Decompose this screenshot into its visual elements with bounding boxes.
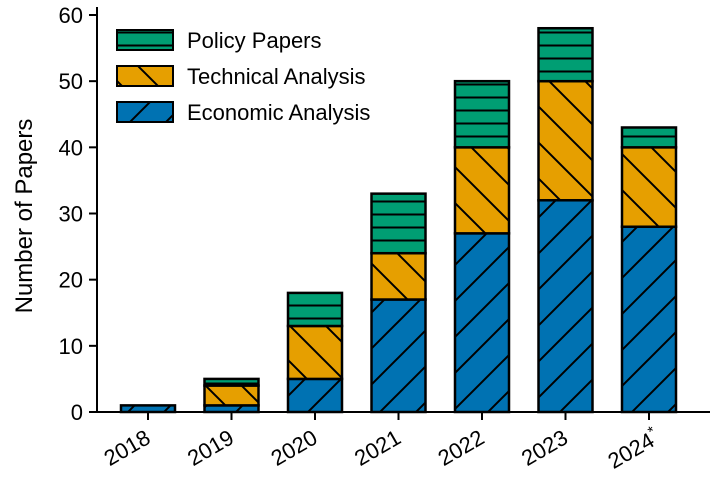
bar-segment-2019-policy-papers (203, 377, 260, 387)
bar-segment-2022-economic-analysis (453, 232, 511, 414)
x-tick-label: 2019 (183, 425, 238, 471)
x-tick-label: 2021 (350, 425, 405, 471)
bar-hatch (370, 251, 427, 301)
bar-segment-2023-economic-analysis (537, 199, 594, 414)
legend: Policy Papers Technical Analysis Economic … (116, 28, 370, 125)
bar-segment-2022-policy-papers (453, 79, 511, 149)
y-tick-label: 50 (59, 69, 83, 94)
y-tick-label: 10 (59, 334, 83, 359)
bar-segment-2024-economic-analysis (620, 225, 678, 414)
bar-hatch (537, 79, 594, 202)
bar-segment-2020-economic-analysis (286, 377, 344, 414)
bar-hatch (286, 377, 344, 414)
bar-segment-2019-technical-analysis (203, 384, 260, 407)
bar-hatch (620, 126, 678, 149)
legend-swatch-hatch (116, 29, 174, 51)
legend-label: Policy Papers (187, 28, 322, 53)
bar-hatch (453, 146, 511, 235)
legend-label: Economic Analysis (187, 100, 370, 125)
bar-hatch (370, 192, 427, 255)
x-tick-label: 2018 (100, 425, 155, 471)
y-tick-label: 60 (59, 3, 83, 28)
bar-hatch (453, 79, 511, 149)
bar-segment-2022-technical-analysis (453, 146, 511, 235)
x-tick-label: 2020 (267, 425, 322, 471)
x-tick-label: 2024* (603, 423, 664, 474)
legend-item-economic-analysis: Economic Analysis (116, 100, 370, 125)
bar-hatch (370, 298, 427, 414)
x-tick-label: 2023 (517, 425, 572, 471)
bar-hatch (620, 225, 678, 414)
legend-item-technical-analysis: Technical Analysis (116, 64, 366, 89)
y-tick-label: 0 (71, 400, 83, 425)
legend-swatch-hatch (116, 101, 174, 123)
bar-segment-2020-policy-papers (286, 291, 344, 328)
bar-segment-2024-technical-analysis (620, 146, 678, 228)
bar-hatch (203, 377, 260, 387)
plot-area (119, 26, 678, 414)
legend-label: Technical Analysis (187, 64, 366, 89)
bar-hatch (620, 146, 678, 228)
bar-hatch (286, 291, 344, 328)
bar-segment-2021-technical-analysis (370, 251, 427, 301)
y-axis-label: Number of Papers (11, 119, 38, 314)
bar-segment-2023-policy-papers (537, 26, 594, 83)
y-tick-label: 30 (59, 202, 83, 227)
legend-swatch-hatch (116, 65, 174, 87)
bar-segment-2024-policy-papers (620, 126, 678, 149)
legend-item-policy-papers: Policy Papers (116, 28, 322, 53)
y-tick-label: 40 (59, 135, 83, 160)
bar-hatch (537, 26, 594, 83)
bar-segment-2021-economic-analysis (370, 298, 427, 414)
bar-hatch (286, 324, 344, 381)
bar-hatch (453, 232, 511, 414)
x-tick-superscript: * (645, 423, 659, 441)
bar-hatch (537, 199, 594, 414)
bar-segment-2020-technical-analysis (286, 324, 344, 381)
x-tick-label: 2022 (434, 425, 489, 471)
y-tick-label: 20 (59, 268, 83, 293)
bar-hatch (203, 384, 260, 407)
bar-segment-2021-policy-papers (370, 192, 427, 255)
bar-segment-2023-technical-analysis (537, 79, 594, 202)
